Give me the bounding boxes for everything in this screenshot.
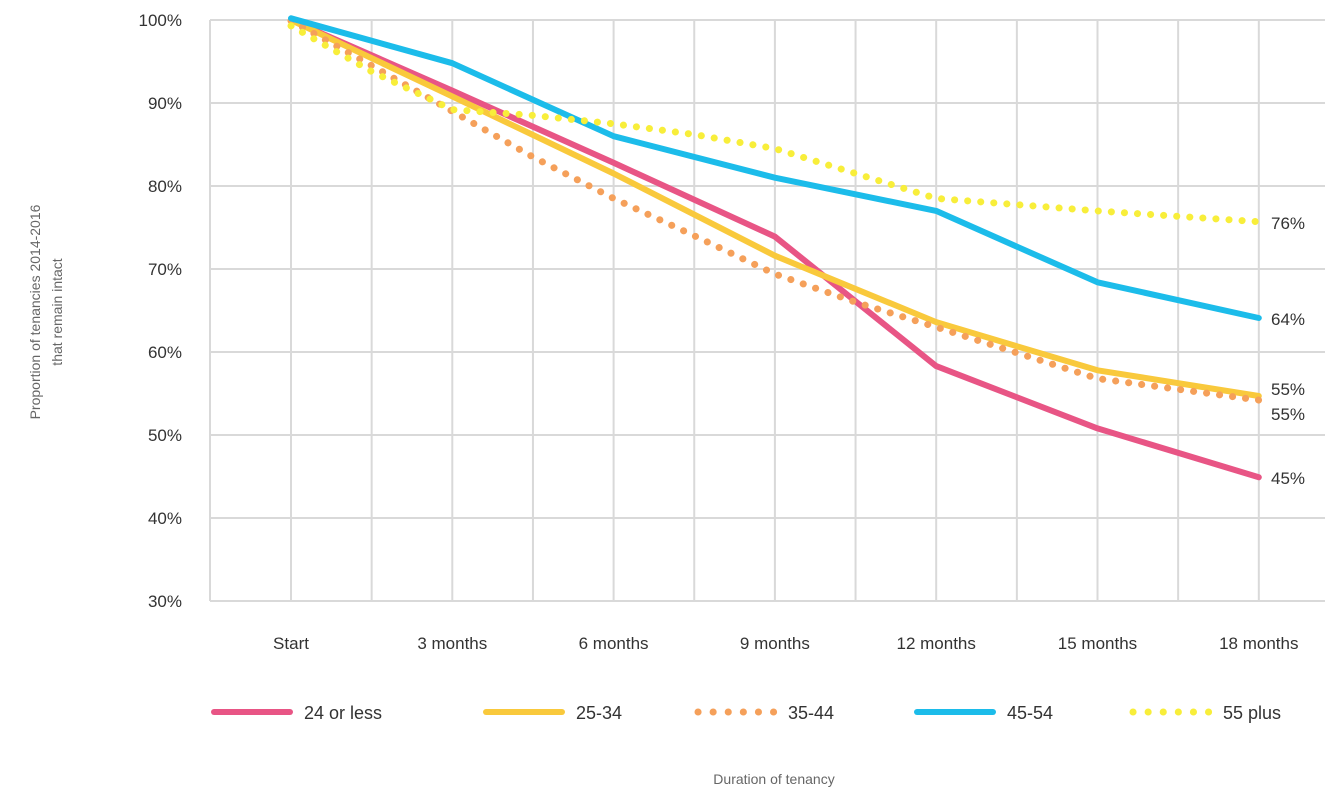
end-label: 76% bbox=[1271, 214, 1305, 233]
y-tick-label: 100% bbox=[139, 11, 182, 30]
x-tick-label: 18 months bbox=[1219, 634, 1298, 653]
gridlines bbox=[209, 19, 1325, 602]
legend-item: 55 plus bbox=[1129, 703, 1281, 723]
x-axis-ticks: Start 3 months 6 months 9 months 12 months 15… bbox=[273, 634, 1298, 653]
y-tick-label: 40% bbox=[148, 509, 182, 528]
legend-item: 25-34 bbox=[483, 703, 622, 723]
y-axis-title-line2: that remain intact bbox=[49, 258, 65, 365]
x-tick-label: 15 months bbox=[1058, 634, 1137, 653]
y-tick-label: 70% bbox=[148, 260, 182, 279]
y-axis-ticks: 100% 90% 80% 70% 60% 50% 40% 30% bbox=[139, 11, 182, 611]
end-label: 55% bbox=[1271, 405, 1305, 424]
legend-item: 24 or less bbox=[211, 703, 382, 723]
x-tick-label: Start bbox=[273, 634, 309, 653]
end-label: 45% bbox=[1271, 469, 1305, 488]
series-line-45-54 bbox=[288, 15, 1262, 321]
end-label: 64% bbox=[1271, 310, 1305, 329]
legend-item: 45-54 bbox=[914, 703, 1053, 723]
end-label: 55% bbox=[1271, 380, 1305, 399]
legend-label: 25-34 bbox=[576, 703, 622, 723]
series-line-25-34 bbox=[288, 17, 1262, 399]
legend-label: 24 or less bbox=[304, 703, 382, 723]
y-tick-label: 30% bbox=[148, 592, 182, 611]
y-tick-label: 50% bbox=[148, 426, 182, 445]
end-labels: 76% 64% 55% 55% 45% bbox=[1271, 214, 1305, 488]
legend-label: 45-54 bbox=[1007, 703, 1053, 723]
series-line-35-44 bbox=[287, 17, 1263, 404]
y-tick-label: 80% bbox=[148, 177, 182, 196]
x-tick-label: 12 months bbox=[897, 634, 976, 653]
x-tick-label: 9 months bbox=[740, 634, 810, 653]
legend-label: 55 plus bbox=[1223, 703, 1281, 723]
y-axis-title-line1: Proportion of tenancies 2014-2016 bbox=[27, 204, 43, 419]
legend: 24 or less 25-34 35-44 45-54 55 plus bbox=[211, 703, 1281, 723]
series-lines bbox=[287, 15, 1263, 481]
legend-item: 35-44 bbox=[694, 703, 834, 723]
x-axis-title: Duration of tenancy bbox=[713, 771, 834, 787]
y-tick-label: 90% bbox=[148, 94, 182, 113]
series-line-24-or-less bbox=[288, 17, 1262, 481]
y-tick-label: 60% bbox=[148, 343, 182, 362]
legend-label: 35-44 bbox=[788, 703, 834, 723]
x-tick-label: 3 months bbox=[417, 634, 487, 653]
x-tick-label: 6 months bbox=[579, 634, 649, 653]
